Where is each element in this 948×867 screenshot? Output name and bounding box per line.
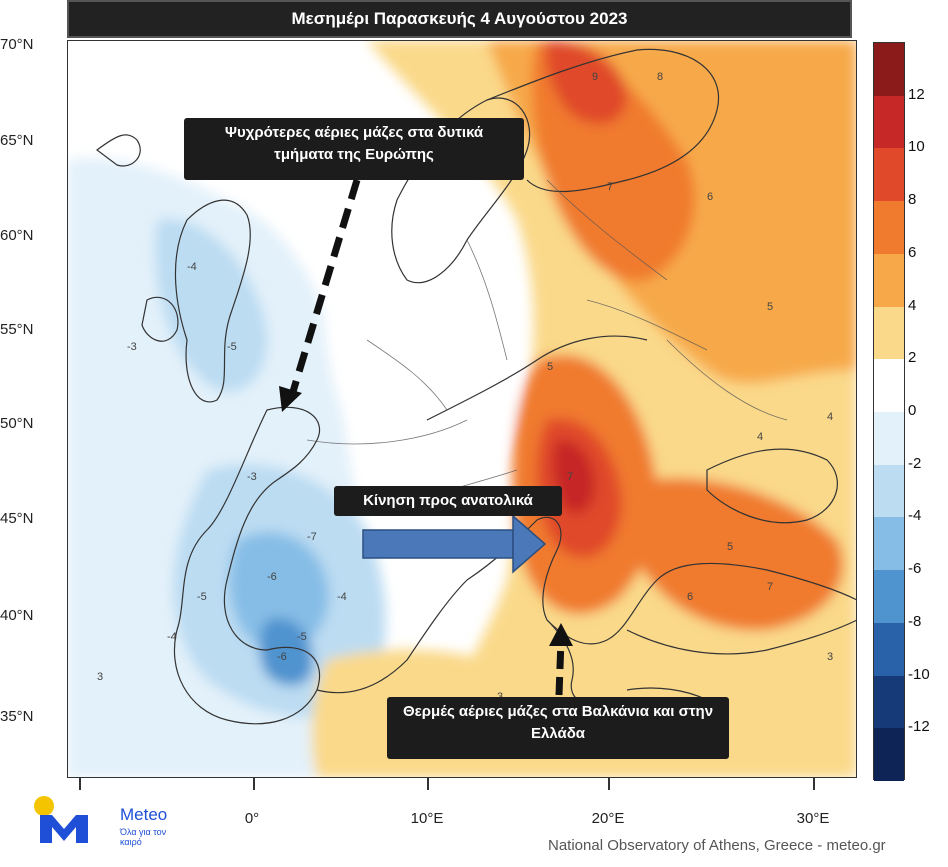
lon-tick <box>427 778 429 790</box>
map-value-label: -4 <box>167 631 177 643</box>
callout-cold-west: Ψυχρότερες αέριες μάζες στα δυτικά τμήμα… <box>184 118 524 180</box>
colorbar-segment <box>874 201 904 255</box>
map-value-label: 6 <box>687 591 693 603</box>
map-value-label: -5 <box>297 631 307 643</box>
map-value-label: 4 <box>757 431 763 443</box>
map-value-label: 8 <box>657 71 663 83</box>
map-value-label: -4 <box>187 261 197 273</box>
map-value-label: 6 <box>707 191 713 203</box>
lon-label: 30°E <box>796 810 830 827</box>
colorbar-segment <box>874 43 904 97</box>
colorbar-segment <box>874 728 904 782</box>
dashed-arrow-greece <box>555 639 565 696</box>
map-value-label: -3 <box>247 471 257 483</box>
map-value-label: -5 <box>197 591 207 603</box>
lon-label: 10°E <box>410 810 444 827</box>
colorbar-tick-label: -12 <box>908 718 930 736</box>
colorbar-tick-label: 4 <box>908 296 917 314</box>
map-value-label: 3 <box>827 651 833 663</box>
map-value-label: 3 <box>97 671 103 683</box>
colorbar-tick-label: 2 <box>908 349 917 367</box>
lon-tick <box>79 778 81 790</box>
lat-label: 45°N <box>0 510 34 527</box>
meteo-logo-mark <box>34 796 88 843</box>
colorbar-tick-label: -8 <box>908 612 922 630</box>
lat-label: 40°N <box>0 607 34 624</box>
anomaly-map: -4 -5 -3 -6 -7 -5 -4 3 5 7 8 9 7 6 5 4 3… <box>67 40 857 778</box>
map-value-label: 5 <box>727 541 733 553</box>
colorbar-segment <box>874 148 904 202</box>
colorbar-tick-label: -4 <box>908 507 922 525</box>
map-value-label: 7 <box>607 181 613 193</box>
map-value-label: 7 <box>767 581 773 593</box>
lat-label: 60°N <box>0 227 34 244</box>
colorbar-tick-label: -10 <box>908 665 930 683</box>
colorbar <box>873 42 905 782</box>
lat-label: 65°N <box>0 132 34 149</box>
map-value-label: -3 <box>127 341 137 353</box>
logo-name: Meteo <box>120 805 168 824</box>
meteo-logo: Meteo Όλα για τον καιρό <box>30 793 190 853</box>
colorbar-tick-label: -2 <box>908 454 922 472</box>
colorbar-segment <box>874 622 904 677</box>
colorbar-segment <box>874 306 904 360</box>
lat-label: 50°N <box>0 415 34 432</box>
colorbar-segment <box>874 464 904 518</box>
map-value-label: 4 <box>827 411 833 423</box>
colorbar-tick-label: 10 <box>908 138 925 156</box>
map-value-label: -5 <box>227 341 237 353</box>
logo-tagline: Όλα για τον καιρό <box>120 827 167 847</box>
lat-label: 55°N <box>0 321 34 338</box>
lon-label: 20°E <box>591 810 625 827</box>
colorbar-segment <box>874 517 904 571</box>
lat-label: 35°N <box>0 708 34 725</box>
lat-label: 70°N <box>0 36 34 53</box>
colorbar-segment <box>874 253 904 308</box>
map-value-label: 9 <box>592 71 598 83</box>
colorbar-tick-label: 6 <box>908 243 917 261</box>
colorbar-segment <box>874 570 904 624</box>
colorbar-tick-label: -6 <box>908 560 922 578</box>
callout-warm-balkans: Θερμές αέριες μάζες στα Βαλκάνια και στη… <box>387 697 729 759</box>
map-value-label: -6 <box>277 651 287 663</box>
eastward-arrow <box>362 514 547 574</box>
callout-eastward: Κίνηση προς ανατολικά <box>334 486 562 516</box>
colorbar-tick-label: 12 <box>908 85 925 103</box>
map-value-label: 7 <box>567 471 573 483</box>
credit-text: National Observatory of Athens, Greece -… <box>548 837 886 854</box>
dashed-arrow-west <box>288 178 361 397</box>
map-value-label: -6 <box>267 571 277 583</box>
lon-tick <box>813 778 815 790</box>
map-value-label: -4 <box>337 591 347 603</box>
colorbar-tick-label: 8 <box>908 191 917 209</box>
arrow-head-greece <box>549 623 573 646</box>
lon-tick <box>253 778 255 790</box>
colorbar-segment <box>874 675 904 729</box>
colorbar-segment <box>874 412 904 466</box>
colorbar-tick-label: 0 <box>908 402 917 419</box>
map-title: Μεσημέρι Παρασκευής 4 Αυγούστου 2023 <box>67 0 852 38</box>
map-value-label: 5 <box>767 301 773 313</box>
map-value-label: 5 <box>547 361 553 373</box>
map-value-label: -7 <box>307 531 317 543</box>
map-frame <box>67 40 857 778</box>
colorbar-segment <box>874 95 904 149</box>
arrow-head-west <box>279 386 302 412</box>
lon-label: 0° <box>244 810 260 827</box>
colorbar-segment <box>874 359 904 413</box>
lon-tick <box>608 778 610 790</box>
